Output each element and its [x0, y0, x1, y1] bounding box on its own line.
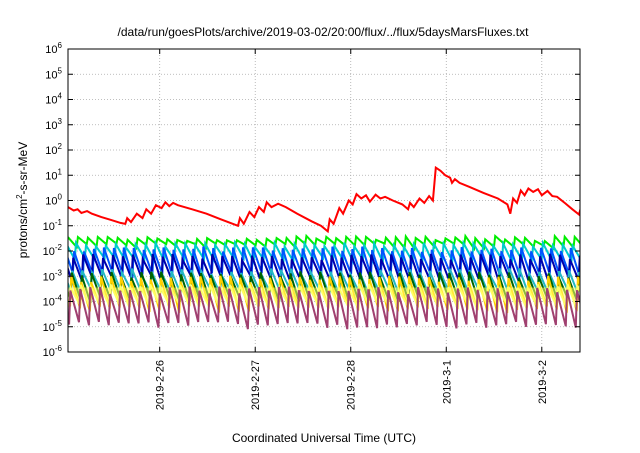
- y-axis-label: protons/cm2-s-sr-MeV: [15, 142, 30, 258]
- y-tick-label: 100: [45, 193, 62, 208]
- x-tick-label: 2019-3-2: [537, 360, 549, 404]
- series-line-1: [68, 233, 580, 252]
- x-tick-label: 2019-2-27: [250, 360, 262, 410]
- y-tick-label: 10-2: [43, 243, 63, 258]
- y-tick-label: 10-4: [43, 294, 63, 309]
- series-layer: [68, 165, 580, 330]
- y-tick-label: 10-5: [43, 319, 63, 334]
- chart-title: /data/run/goesPlots/archive/2019-03-02/2…: [118, 25, 530, 39]
- y-tick-label: 101: [45, 167, 62, 182]
- x-tick-label: 2019-3-1: [441, 360, 453, 404]
- series-line-0: [68, 165, 580, 234]
- y-axis-label-sup: 2: [15, 194, 24, 199]
- y-tick-label: 10-3: [43, 268, 63, 283]
- x-tick-label: 2019-2-28: [346, 360, 358, 410]
- y-tick-label: 106: [45, 41, 62, 56]
- y-tick-label: 10-6: [43, 344, 63, 359]
- y-tick-label: 103: [45, 117, 62, 132]
- y-axis-label-rest: -s-sr-MeV: [16, 142, 30, 195]
- y-tick-label: 104: [45, 92, 62, 107]
- x-tick-label: 2019-2-26: [155, 360, 167, 410]
- axes: 10-6 10-5 10-4 10-3 10-2 10-1 100 101 102 103 104 1…: [43, 41, 580, 410]
- x-axis-label: Coordinated Universal Time (UTC): [232, 431, 416, 445]
- y-tick-label: 10-1: [43, 218, 63, 233]
- y-tick-label: 105: [45, 66, 62, 81]
- y-axis-label-base: protons/cm: [16, 199, 30, 258]
- series-line-9: [68, 286, 580, 330]
- y-tick-label: 102: [45, 142, 62, 157]
